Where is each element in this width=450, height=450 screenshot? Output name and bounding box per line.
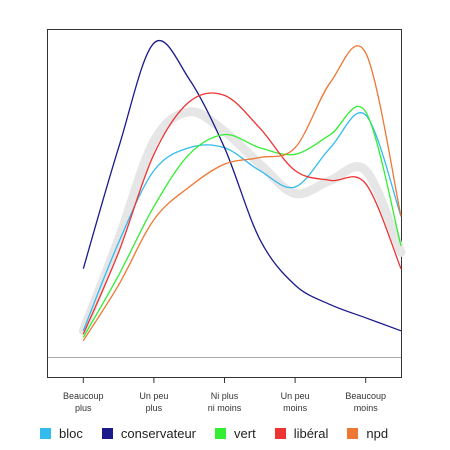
x-tick-label: Beaucoup (345, 391, 386, 401)
x-axis: Beaucoup plus Un peu plus Ni plus ni moins Un … (63, 378, 386, 413)
x-tick-label: Un peu (139, 391, 168, 401)
legend-swatch (274, 427, 286, 439)
legend-label: libéral (293, 425, 329, 441)
legend-item-vert: vert (215, 426, 256, 441)
x-tick-label: Beaucoup (63, 391, 104, 401)
x-tick-label: plus (146, 403, 163, 413)
x-tick-label: ni moins (208, 403, 242, 413)
plot-area-frame (47, 29, 402, 378)
legend-label: conservateur (120, 425, 197, 441)
legend-item-npd: npd (347, 426, 388, 441)
x-tick-label: moins (283, 403, 308, 413)
reference-curve-layer (78, 107, 406, 336)
legend-swatch (347, 427, 359, 439)
x-tick-label: plus (75, 403, 92, 413)
x-tick-label: moins (354, 403, 379, 413)
legend-label: bloc (59, 425, 83, 441)
reference-curve (78, 107, 406, 336)
legend-item-conservateur: conservateur (101, 425, 197, 441)
legend-swatch (101, 427, 113, 439)
legend-label: npd (366, 425, 389, 441)
legend-swatch (215, 427, 227, 439)
x-tick-label: Un peu (281, 391, 310, 401)
legend-label: vert (234, 425, 256, 441)
series-layer (82, 40, 402, 341)
series-line-vert (82, 105, 402, 338)
series-line-conservateur (82, 40, 402, 332)
x-tick-label: Ni plus (211, 391, 239, 401)
series-line-npd (82, 45, 402, 341)
series-line-libéral (82, 92, 402, 335)
legend-item-bloc: bloc (40, 426, 83, 441)
legend-item-libéral: libéral (274, 425, 329, 441)
legend-swatch (40, 427, 51, 439)
legend: bloc conservateur vert libéral npd (40, 423, 440, 443)
